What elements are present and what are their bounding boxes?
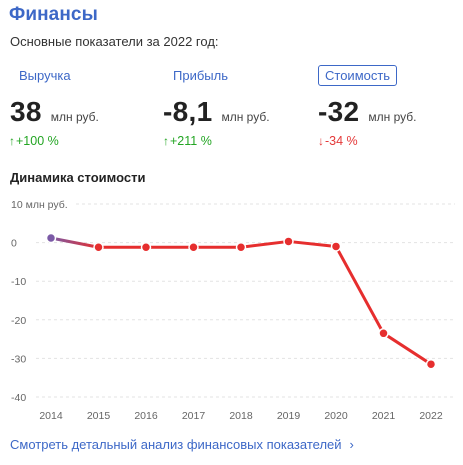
detailed-analysis-link[interactable]: Смотреть детальный анализ финансовых пок… <box>10 437 354 452</box>
value-value: -32 <box>318 96 360 127</box>
profit-value-block: -8,1 млн руб. <box>163 96 270 128</box>
data-point[interactable] <box>378 328 389 339</box>
tab-profit[interactable]: Прибыль <box>173 68 228 83</box>
data-point[interactable] <box>140 241 152 253</box>
revenue-value: 38 <box>10 96 42 127</box>
profit-change-value: +211 % <box>170 134 212 148</box>
value-value-block: -32 млн руб. <box>318 96 416 128</box>
revenue-change: ↑ +100 % <box>9 134 59 148</box>
series-line-segment <box>239 239 290 249</box>
x-tick-label: 2022 <box>419 410 443 422</box>
profit-change: ↑ +211 % <box>163 134 212 148</box>
y-tick-label: 0 <box>11 238 17 250</box>
data-point[interactable] <box>93 241 104 253</box>
value-change: ↓ -34 % <box>318 134 358 148</box>
page-subtitle: Основные показатели за 2022 год: <box>10 34 219 49</box>
data-point[interactable] <box>283 236 294 247</box>
data-point[interactable] <box>330 241 342 252</box>
tab-revenue[interactable]: Выручка <box>19 68 71 83</box>
chart-title: Динамика стоимости <box>10 170 146 185</box>
x-tick-label: 2016 <box>134 410 158 422</box>
x-tick-label: 2014 <box>39 410 63 422</box>
x-tick-label: 2019 <box>277 410 301 422</box>
page-title: Финансы <box>9 4 98 25</box>
series-line-segment <box>382 331 433 366</box>
series-line-segment <box>334 244 385 335</box>
x-tick-label: 2021 <box>372 410 396 422</box>
y-tick-label: -10 <box>11 276 26 288</box>
revenue-change-value: +100 % <box>16 134 59 148</box>
value-line-chart: 10 млн руб. 0 -10 -20 -30 -40 2014 2015 2016 2017… <box>11 199 455 422</box>
y-tick-label: -30 <box>11 353 26 365</box>
y-unit-label: 10 млн руб. <box>11 199 68 211</box>
x-tick-label: 2015 <box>87 410 111 422</box>
y-tick-label: -40 <box>11 392 26 404</box>
series-line-segment <box>49 236 100 249</box>
value-change-value: -34 % <box>325 134 358 148</box>
data-point[interactable] <box>425 358 437 370</box>
profit-unit: млн руб. <box>221 110 270 124</box>
data-point[interactable] <box>188 241 199 253</box>
series-line-segment <box>287 239 338 248</box>
data-point[interactable] <box>235 241 247 253</box>
x-tick-label: 2020 <box>324 410 348 422</box>
arrow-up-icon: ↑ <box>163 134 169 148</box>
y-tick-label: -20 <box>11 315 26 327</box>
revenue-value-block: 38 млн руб. <box>10 96 99 128</box>
chevron-right-icon: › <box>349 437 354 452</box>
x-tick-label: 2017 <box>182 410 206 422</box>
data-point[interactable] <box>45 232 57 244</box>
profit-value: -8,1 <box>163 96 213 127</box>
arrow-down-icon: ↓ <box>318 134 324 148</box>
detailed-analysis-link-label: Смотреть детальный анализ финансовых пок… <box>10 437 342 452</box>
value-unit: млн руб. <box>368 110 417 124</box>
x-tick-label: 2018 <box>229 410 253 422</box>
revenue-unit: млн руб. <box>50 110 99 124</box>
arrow-up-icon: ↑ <box>9 134 15 148</box>
tab-value[interactable]: Стоимость <box>318 65 398 86</box>
